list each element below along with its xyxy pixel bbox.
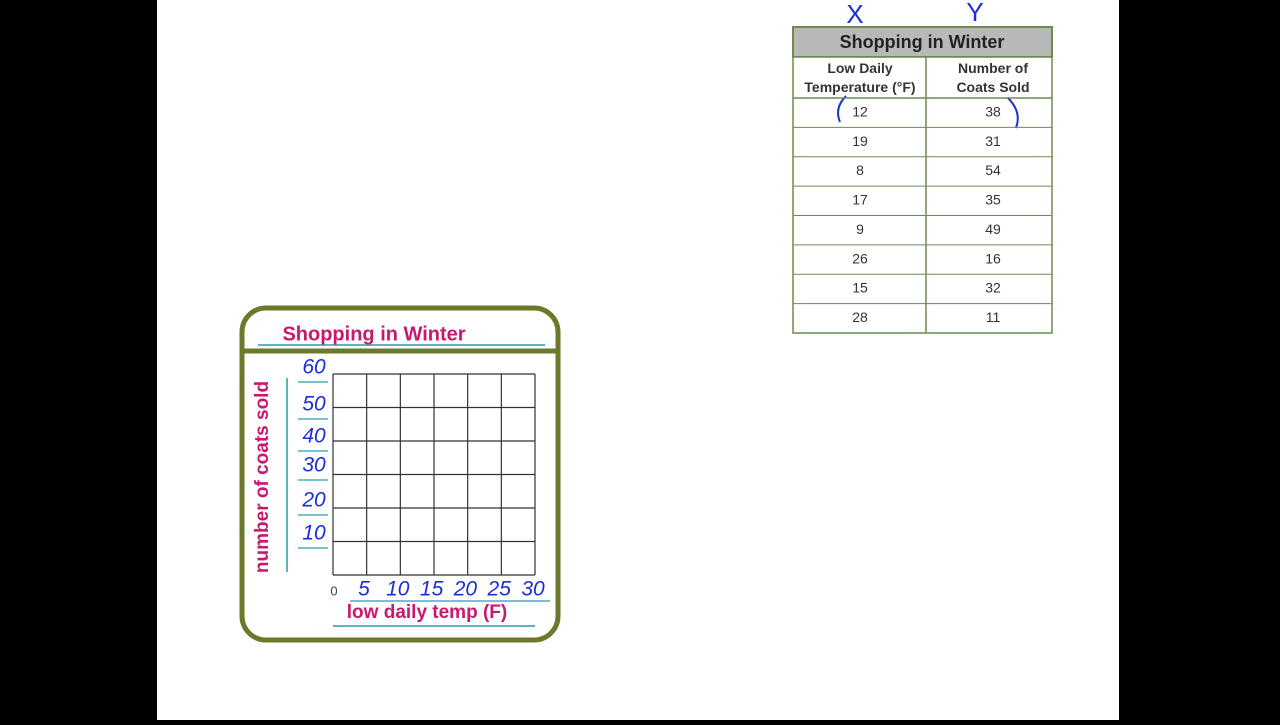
x-tick-label: 20: [453, 578, 478, 601]
table-cell: 16: [985, 250, 1001, 266]
table-title-bg: [792, 26, 1053, 58]
annotation: X: [846, 0, 863, 29]
table-cell: 31: [985, 133, 1001, 149]
table-cell: 9: [856, 221, 864, 237]
x-tick-label: 25: [487, 578, 512, 601]
table-cell: 17: [852, 192, 868, 208]
x-axis-label: low daily temp (F): [347, 602, 507, 623]
y-tick-label: 60: [302, 356, 326, 379]
y-tick-label: 40: [302, 425, 326, 448]
table-cell: 49: [985, 221, 1001, 237]
table-title: Shopping in Winter: [840, 32, 1005, 52]
table-cell: 54: [985, 162, 1001, 178]
x-tick-label: 30: [521, 578, 545, 601]
table-cell: 35: [985, 192, 1001, 208]
table-cell: 8: [856, 162, 864, 178]
x-tick-label: 10: [386, 578, 410, 601]
table-cell: 15: [852, 280, 868, 296]
handwritten-mark: [1007, 97, 1019, 129]
y-tick-label: 20: [301, 489, 326, 512]
column-header: Number of Coats Sold: [956, 60, 1029, 95]
origin-label: 0: [330, 583, 337, 598]
graph-title: Shopping in Winter: [282, 323, 465, 345]
table-cell: 26: [852, 250, 868, 266]
y-tick-label: 50: [302, 393, 326, 416]
y-axis-label: number of coats sold: [252, 381, 273, 573]
table-cell: 38: [985, 103, 1001, 119]
annotation: Y: [966, 0, 983, 27]
x-tick-label: 5: [358, 578, 370, 601]
y-tick-label: 10: [302, 522, 326, 545]
table-cell: 28: [852, 309, 868, 325]
y-tick-label: 30: [302, 454, 326, 477]
x-tick-label: 15: [420, 578, 444, 601]
grid: [332, 373, 536, 576]
table-cell: 11: [986, 309, 1001, 325]
column-header: Low Daily Temperature (°F): [804, 60, 915, 95]
table-body: [792, 56, 1053, 334]
table-cell: 19: [852, 133, 868, 149]
table-cell: 32: [985, 280, 1001, 296]
table-cell: 12: [852, 103, 868, 119]
